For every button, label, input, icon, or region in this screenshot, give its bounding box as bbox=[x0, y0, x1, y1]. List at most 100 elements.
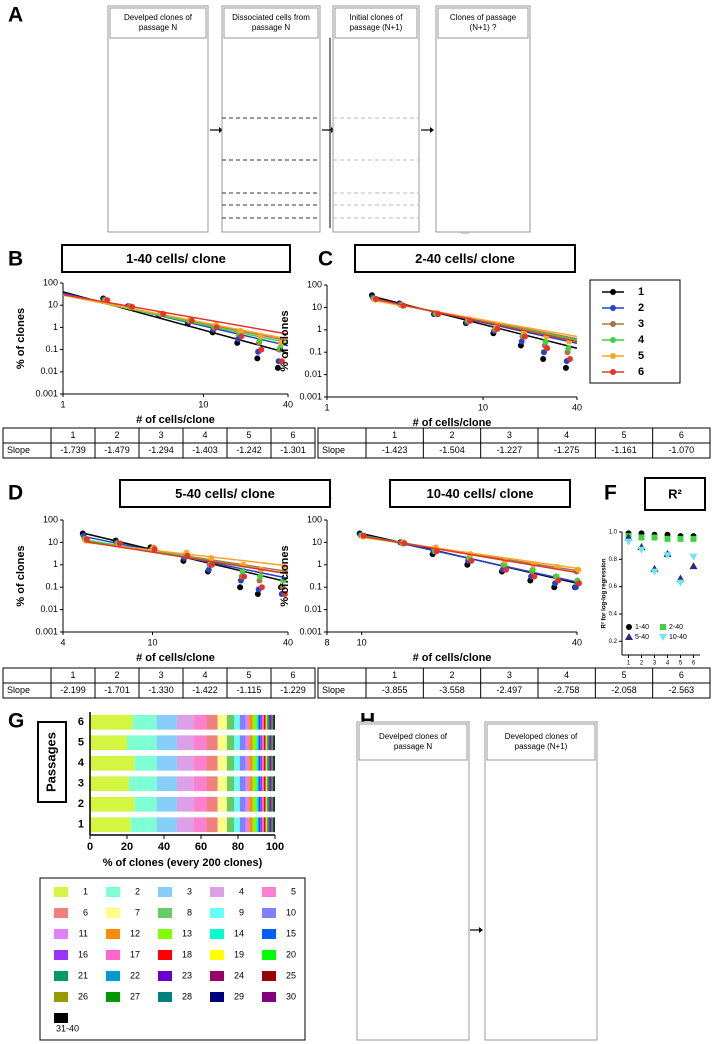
x-tick-label: 80 bbox=[232, 841, 244, 853]
x-tick-label: 1 bbox=[60, 399, 65, 409]
bar-segment bbox=[270, 714, 272, 730]
y-tick-label: 1 bbox=[53, 559, 58, 569]
table-cell: -1.422 bbox=[192, 685, 218, 695]
bar-segment bbox=[128, 776, 157, 792]
fit-line bbox=[62, 293, 289, 335]
y-tick-label: 100 bbox=[307, 279, 322, 289]
bar-segment bbox=[272, 796, 274, 812]
y-axis-label: % of clones bbox=[15, 545, 27, 606]
diagram-header bbox=[358, 723, 468, 761]
bar-segment bbox=[274, 755, 275, 771]
legend-swatch bbox=[210, 908, 224, 918]
bar-segment bbox=[267, 735, 269, 751]
bar-segment bbox=[176, 776, 194, 792]
bar-segment bbox=[156, 817, 177, 833]
legend-swatch bbox=[262, 887, 276, 897]
marker bbox=[151, 546, 158, 553]
bar-segment bbox=[127, 735, 157, 751]
y-tick-label: 100 bbox=[43, 277, 58, 287]
bar-segment bbox=[90, 735, 127, 751]
legend-label: 3 bbox=[187, 886, 192, 896]
table-cell: -2.199 bbox=[60, 685, 86, 695]
table-header: 6 bbox=[679, 430, 684, 440]
y-axis-label: % of clones bbox=[15, 308, 27, 369]
marker bbox=[277, 344, 284, 351]
bar-segment bbox=[266, 714, 268, 730]
legend-label: 2-40 bbox=[669, 624, 683, 631]
y-tick-label: 0.1 bbox=[45, 344, 58, 354]
bar-segment bbox=[176, 714, 194, 730]
fit-line bbox=[373, 298, 578, 343]
x-axis-label: # of cells/clone bbox=[136, 652, 215, 664]
legend-swatch bbox=[106, 971, 120, 981]
x-tick-label: 100 bbox=[266, 841, 284, 853]
legend-label: 1 bbox=[638, 286, 644, 298]
x-tick-label: 10 bbox=[478, 402, 488, 412]
x-tick-label: 1 bbox=[324, 402, 329, 412]
bar-segment bbox=[272, 796, 273, 812]
marker bbox=[258, 584, 265, 591]
y-tick-label: 0.01 bbox=[40, 604, 58, 614]
chart-title: 2-40 cells/ clone bbox=[415, 251, 515, 266]
table-cell: -1.701 bbox=[104, 685, 130, 695]
legend-label: 5 bbox=[291, 886, 296, 896]
y-axis-label: % of clones bbox=[279, 310, 291, 371]
table-row-label: Slope bbox=[322, 445, 345, 455]
legend-swatch bbox=[158, 950, 172, 960]
bar-segment bbox=[270, 735, 272, 751]
bar-segment bbox=[90, 796, 135, 812]
bar-segment bbox=[268, 714, 270, 730]
marker bbox=[278, 339, 285, 346]
legend-label: 6 bbox=[638, 366, 644, 378]
diagram-header-text: Initial clones of passage (N+1) bbox=[350, 13, 404, 32]
bar-segment bbox=[249, 755, 253, 771]
table-header: 3 bbox=[158, 430, 163, 440]
table-header: 5 bbox=[246, 430, 251, 440]
y-label-box bbox=[37, 721, 67, 803]
bar-segment bbox=[249, 735, 253, 751]
bar-segment bbox=[258, 817, 261, 833]
bar-segment bbox=[271, 817, 272, 833]
bar-segment bbox=[156, 714, 177, 730]
bar-segment bbox=[271, 755, 272, 771]
panel-letter: F bbox=[604, 482, 617, 505]
bar-segment bbox=[272, 714, 273, 730]
bar-segment bbox=[269, 755, 271, 771]
marker bbox=[254, 590, 261, 597]
bar-segment bbox=[256, 735, 259, 751]
bar-segment bbox=[226, 796, 235, 812]
legend-label: 5 bbox=[638, 350, 644, 362]
bar-segment bbox=[263, 796, 266, 812]
bar-segment bbox=[260, 817, 263, 833]
bar-segment bbox=[269, 714, 271, 730]
bar-segment bbox=[258, 735, 261, 751]
bar-segment bbox=[262, 817, 264, 833]
legend-swatch bbox=[106, 908, 120, 918]
legend-swatch bbox=[210, 929, 224, 939]
marker bbox=[466, 317, 473, 324]
bar-segment bbox=[265, 796, 267, 812]
marker bbox=[502, 566, 509, 573]
bar-segment bbox=[265, 735, 267, 751]
panel-letter: A bbox=[8, 4, 23, 27]
panel-letter: G bbox=[8, 710, 24, 733]
chart-title: R² bbox=[668, 486, 682, 501]
table-header: 5 bbox=[621, 670, 626, 680]
marker bbox=[689, 562, 698, 570]
bar-segment bbox=[156, 755, 177, 771]
bar-segment bbox=[134, 796, 157, 812]
x-tick-label: 10 bbox=[148, 637, 158, 647]
chart-title: 1-40 cells/ clone bbox=[126, 251, 226, 266]
bar-segment bbox=[90, 714, 133, 730]
table-header: 2 bbox=[449, 670, 454, 680]
bar-segment bbox=[268, 817, 270, 833]
bar-segment bbox=[226, 735, 235, 751]
bar-segment bbox=[176, 755, 194, 771]
marker bbox=[650, 568, 659, 576]
title-box bbox=[61, 244, 291, 273]
table-header: 1 bbox=[70, 430, 75, 440]
legend-marker bbox=[610, 289, 616, 295]
bar-segment bbox=[274, 817, 275, 833]
table-header: 5 bbox=[246, 670, 251, 680]
x-tick-label: 40 bbox=[572, 637, 582, 647]
